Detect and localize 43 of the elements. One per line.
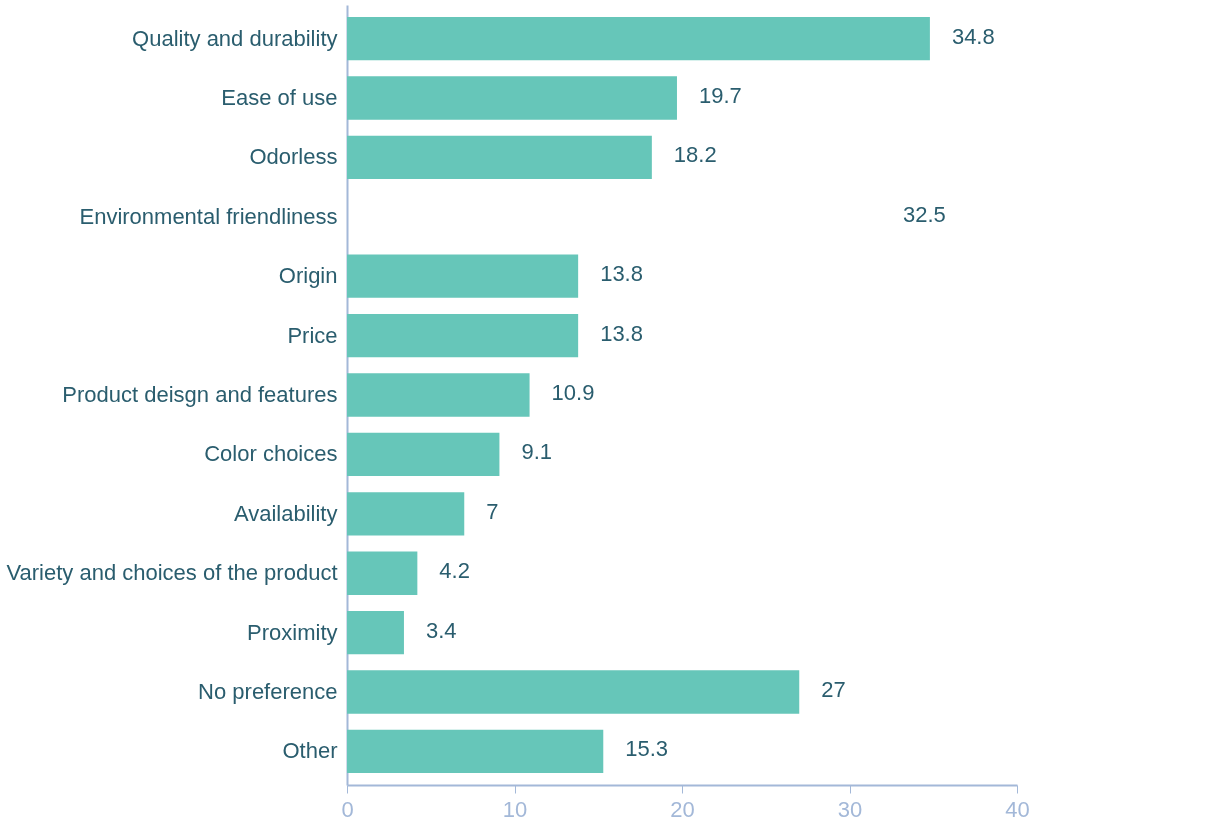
data-label: 10.9 <box>551 380 595 405</box>
data-label: 3.4 <box>425 617 457 643</box>
bar <box>347 16 930 61</box>
data-label: 13.8 <box>600 261 643 287</box>
bar <box>347 492 465 536</box>
x-tick-label: 20 <box>670 796 695 822</box>
x-tick-label: 40 <box>1005 796 1030 822</box>
y-tick-label: Proximity <box>247 619 338 645</box>
bar <box>347 373 530 417</box>
y-tick-label: Ease of use <box>221 84 338 110</box>
y-tick-label: Color choices <box>204 441 338 467</box>
x-tick-label: 0 <box>341 796 354 822</box>
y-tick-label: Environmental friendliness <box>79 203 338 229</box>
y-tick-label: Availability <box>233 500 338 526</box>
bar <box>347 610 404 655</box>
bar <box>347 135 652 180</box>
x-tick-label: 30 <box>837 796 863 822</box>
bar <box>347 729 604 774</box>
data-label: 9.1 <box>521 439 553 465</box>
x-tick-label: 10 <box>502 796 528 822</box>
data-label: 34.8 <box>951 23 995 49</box>
y-tick-label: Quality and durability <box>132 25 338 51</box>
bar <box>347 76 677 120</box>
y-tick-label: Product deisgn and features <box>62 382 338 407</box>
annotation: 32.5 <box>903 201 946 227</box>
bar <box>347 551 418 595</box>
data-label: 7 <box>486 498 499 524</box>
y-tick-label: Origin <box>278 263 338 289</box>
data-label: 13.8 <box>600 320 643 346</box>
y-tick-label: Other <box>282 738 338 764</box>
data-label: 18.2 <box>673 142 717 168</box>
y-tick-label: Odorless <box>249 144 338 170</box>
bar <box>347 254 579 298</box>
y-tick-label: Variety and choices of the product <box>6 560 338 586</box>
bar <box>347 432 500 477</box>
data-label: 19.7 <box>698 82 742 108</box>
y-tick-label: No preference <box>198 679 338 705</box>
bar <box>347 313 579 358</box>
data-label: 15.3 <box>625 736 669 762</box>
bar <box>347 670 800 714</box>
data-label: 27 <box>821 677 846 703</box>
y-tick-label: Price <box>287 322 338 348</box>
data-label: 4.2 <box>439 558 470 584</box>
